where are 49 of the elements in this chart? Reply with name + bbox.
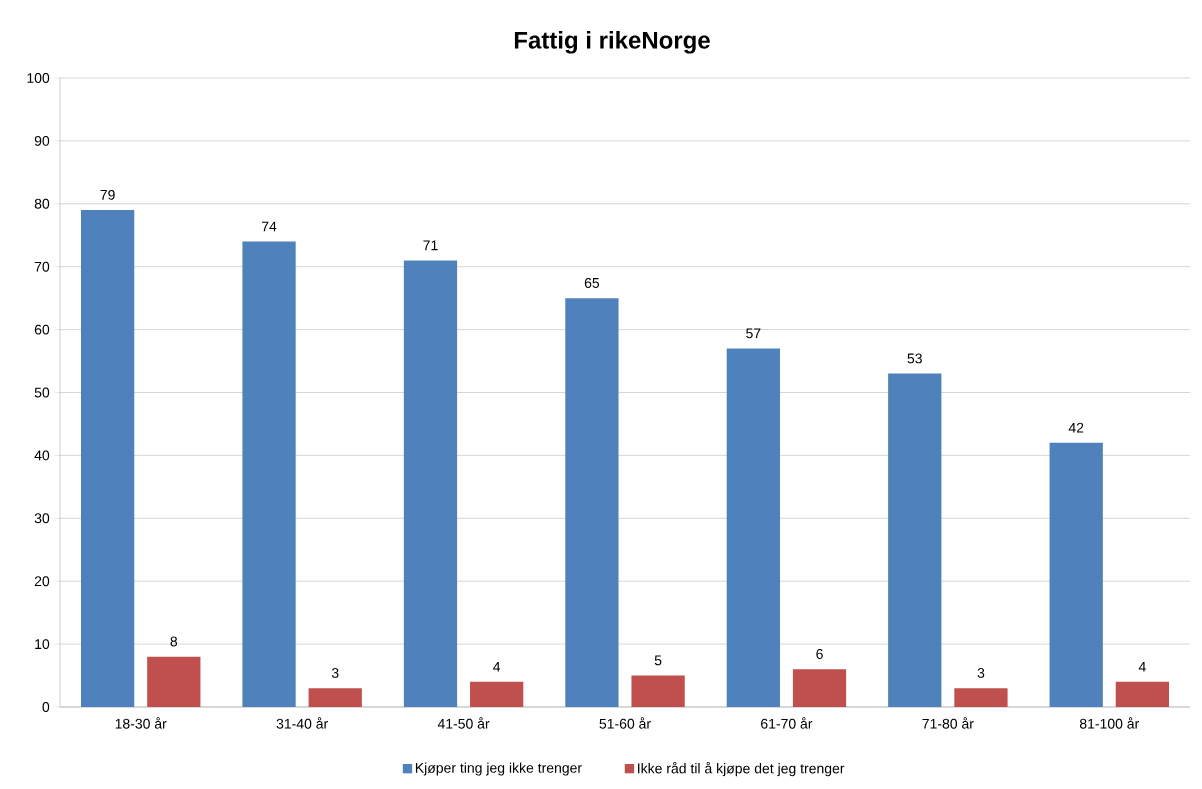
data-label: 4	[1138, 661, 1146, 672]
bar	[470, 681, 524, 707]
y-tick-label: 90	[34, 135, 50, 146]
x-tick-label: 51-60 år	[599, 717, 651, 729]
bar	[147, 656, 201, 707]
bar	[888, 373, 942, 707]
bar	[403, 260, 458, 707]
bar	[726, 348, 780, 707]
data-label: 6	[816, 649, 823, 659]
data-label: 8	[170, 636, 178, 647]
data-label: 71	[423, 240, 438, 251]
y-tick-label: 100	[27, 73, 50, 83]
y-tick-label: 50	[34, 387, 50, 398]
x-tick-label: 71-80 år	[922, 717, 974, 729]
y-tick-label: 70	[34, 261, 50, 272]
bar	[1049, 442, 1103, 707]
bar	[1115, 681, 1170, 707]
data-label: 65	[584, 277, 600, 288]
y-tick-label: 80	[34, 198, 50, 209]
legend-label: Ikke råd til å kjøpe det jeg trenger	[638, 761, 845, 777]
x-tick-label: 81-100 år	[1079, 717, 1140, 729]
data-label: 57	[746, 328, 761, 339]
bar	[308, 688, 362, 707]
y-tick-label: 60	[34, 324, 50, 335]
data-label: 5	[654, 655, 662, 666]
x-tick-label: 41-50 år	[437, 717, 490, 729]
data-label: 79	[100, 189, 115, 200]
data-label: 53	[907, 353, 922, 364]
data-label: 74	[261, 221, 277, 232]
bar	[80, 210, 135, 707]
y-tick-label: 0	[42, 702, 50, 712]
x-tick-label: 31-40 år	[276, 717, 328, 729]
x-tick-label: 18-30 år	[115, 717, 167, 729]
bar	[631, 675, 685, 707]
bar	[792, 669, 847, 707]
data-label: 3	[977, 667, 985, 678]
data-label: 42	[1068, 422, 1084, 433]
chart-title: Fattig i rikeNorge	[514, 31, 710, 54]
data-label: 4	[493, 661, 501, 672]
x-tick-label: 61-70 år	[761, 717, 813, 729]
bar	[565, 298, 619, 707]
y-tick-label: 20	[34, 576, 50, 587]
legend-label: Kjøper ting jeg ikke trenger	[415, 762, 582, 776]
bar	[954, 688, 1008, 707]
y-tick-label: 30	[34, 513, 50, 524]
y-tick-label: 40	[34, 450, 50, 461]
y-tick-label: 10	[35, 639, 50, 650]
bar	[242, 241, 296, 707]
data-label: 3	[331, 667, 339, 678]
